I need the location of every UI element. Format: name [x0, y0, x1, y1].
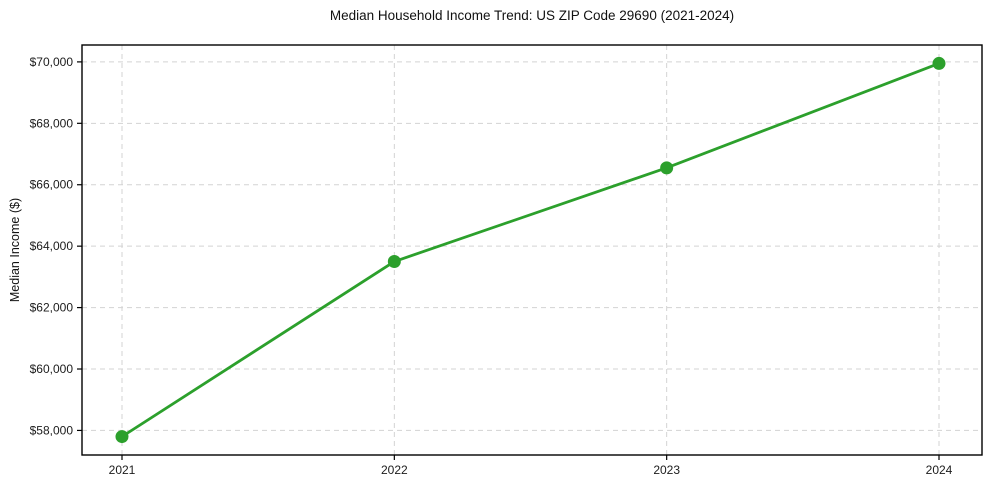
data-point — [660, 161, 674, 175]
plot-border — [81, 44, 983, 456]
x-tick-label: 2023 — [653, 463, 680, 477]
x-tick-label: 2024 — [926, 463, 953, 477]
chart-title: Median Household Income Trend: US ZIP Co… — [329, 8, 735, 23]
y-tick-label: $66,000 — [30, 178, 74, 192]
y-tick-label: $62,000 — [30, 301, 74, 315]
y-tick-label: $58,000 — [30, 423, 74, 437]
y-tick-label: $60,000 — [30, 362, 74, 376]
y-tick-label: $70,000 — [30, 55, 74, 69]
data-point — [115, 430, 129, 444]
trend-line — [120, 62, 941, 438]
data-point — [932, 56, 946, 70]
data-point — [387, 255, 401, 269]
y-tick-label: $64,000 — [30, 239, 74, 253]
x-tick-label: 2021 — [109, 463, 136, 477]
y-tick-label: $68,000 — [30, 116, 74, 130]
x-tick-label: 2022 — [381, 463, 408, 477]
